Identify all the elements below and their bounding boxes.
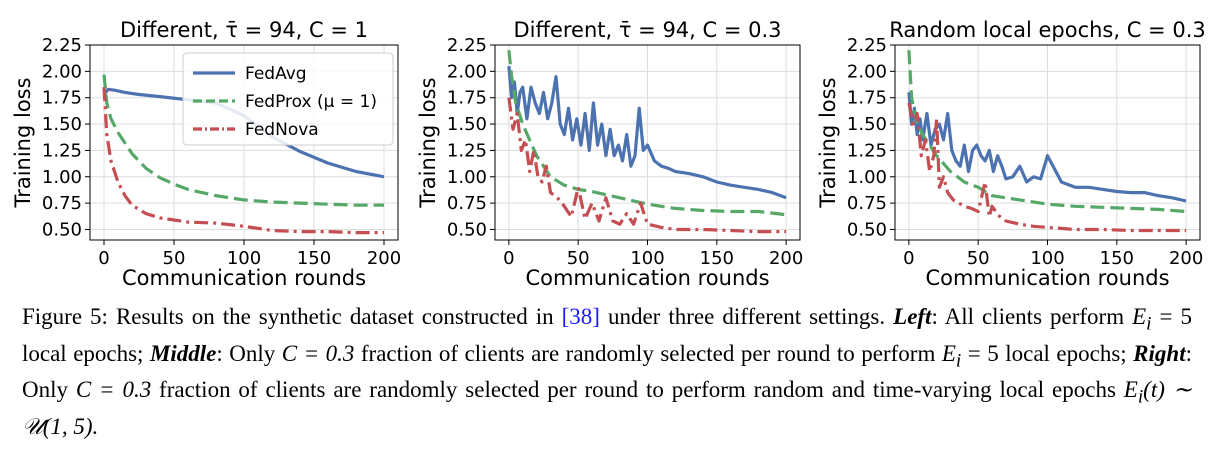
series-line-fedprox xyxy=(102,74,384,207)
x-tick-label: 50 xyxy=(967,248,990,269)
x-tick-label: 150 xyxy=(700,248,734,269)
series-line-fednova xyxy=(907,102,1187,233)
series-line-fednova xyxy=(102,87,384,235)
y-tick-label: 2.25 xyxy=(42,35,82,56)
legend-box xyxy=(182,52,394,146)
caption-left-end: local epochs; xyxy=(22,340,150,366)
x-tick-label: 200 xyxy=(1169,248,1203,269)
chart-panel-1: 0 50 100 150 200 0.50 0.75 1.00 1.25 1.50 1.75 2.00… xyxy=(11,18,401,290)
x-axis-label: Communication rounds xyxy=(122,266,366,290)
x-tick-label: 200 xyxy=(769,248,803,269)
series-line-fedavg xyxy=(507,65,787,200)
caption-middle-sub2: i xyxy=(955,350,962,372)
caption-right-math: C = 0.3 xyxy=(75,377,152,403)
caption-right-math3: (t) ∼ 𝒰(1, 5). xyxy=(22,377,1192,439)
chart-title: Random local epochs, C = 0.3 xyxy=(889,18,1205,42)
x-axis-label: Communication rounds xyxy=(525,266,769,290)
y-tick-label: 1.25 xyxy=(447,140,487,161)
caption-middle-end2: local epochs; xyxy=(998,340,1134,366)
y-tick-label: 0.75 xyxy=(847,193,887,214)
y-tick-label: 1.75 xyxy=(42,88,82,109)
y-tick-label: 1.50 xyxy=(447,114,487,135)
caption-left-label: Left xyxy=(893,304,932,329)
caption-middle-eq2: = 5 xyxy=(961,340,999,366)
x-tick-label: 200 xyxy=(367,248,401,269)
y-tick-label: 0.50 xyxy=(42,219,82,240)
caption-lead: Figure 5: Results on the synthetic datas… xyxy=(22,304,562,329)
y-tick-label: 0.50 xyxy=(847,219,887,240)
caption-left-text: : All clients perform xyxy=(931,304,1133,329)
y-tick-label: 0.75 xyxy=(447,193,487,214)
caption-right-sub2: i xyxy=(1137,386,1144,408)
legend-label: FedAvg xyxy=(245,64,307,84)
y-tick-label: 0.50 xyxy=(447,219,487,240)
series-line-fedprox xyxy=(907,50,1187,214)
chart-panel-3: 0 50 100 150 200 0.50 0.75 1.00 1.25 1.50 1.75 2.00… xyxy=(816,18,1206,290)
x-tick-label: 100 xyxy=(1030,248,1064,269)
legend-label: FedProx (μ = 1) xyxy=(245,92,377,112)
y-tick-label: 1.00 xyxy=(447,167,487,188)
caption-left-sub: i xyxy=(1146,313,1152,335)
figure-caption: Figure 5: Results on the synthetic datas… xyxy=(22,302,1192,441)
caption-after-ref: under three different settings. xyxy=(599,304,894,329)
y-tick-label: 1.25 xyxy=(42,140,82,161)
x-tick-label: 0 xyxy=(98,248,109,269)
x-tick-label: 100 xyxy=(227,248,261,269)
figure-charts: 0 50 100 150 200 0.50 0.75 1.00 1.25 1.50 1.75 2.00… xyxy=(11,18,1206,290)
x-axis-label: Communication rounds xyxy=(925,266,1169,290)
y-tick-label: 1.75 xyxy=(447,88,487,109)
y-axis-label: Training loss xyxy=(816,77,840,208)
x-tick-label: 150 xyxy=(1100,248,1134,269)
caption-right-end: fraction of clients are randomly selecte… xyxy=(151,377,1124,403)
chart-title: Different, τ̄ = 94, C = 1 xyxy=(120,18,368,42)
x-tick-label: 0 xyxy=(903,248,914,269)
legend-label: FedNova xyxy=(245,120,319,140)
series-line-fednova xyxy=(507,97,787,234)
x-tick-label: 50 xyxy=(567,248,590,269)
y-tick-label: 1.00 xyxy=(42,167,82,188)
chart-title: Different, τ̄ = 94, C = 0.3 xyxy=(513,18,781,42)
y-axis-label: Training loss xyxy=(416,77,440,208)
y-tick-label: 2.00 xyxy=(447,61,487,82)
y-tick-label: 2.25 xyxy=(447,35,487,56)
y-tick-label: 1.50 xyxy=(847,114,887,135)
caption-right-text: : Only xyxy=(22,340,1192,403)
x-tick-label: 0 xyxy=(503,248,514,269)
x-tick-label: 50 xyxy=(163,248,186,269)
series-line-fedprox xyxy=(507,50,787,217)
caption-middle-math: C = 0.3 xyxy=(281,340,355,366)
caption-left-eq: = 5 xyxy=(1151,304,1193,329)
caption-right-label: Right xyxy=(1133,340,1186,366)
chart-panel-2: 0 50 100 150 200 0.50 0.75 1.00 1.25 1.50 1.75 2.00… xyxy=(416,18,803,290)
x-tick-label: 150 xyxy=(297,248,331,269)
y-tick-label: 0.75 xyxy=(42,193,82,214)
caption-left-math: E xyxy=(1132,304,1147,329)
caption-right-math2: E xyxy=(1123,377,1138,403)
y-tick-label: 1.00 xyxy=(847,167,887,188)
caption-citation-link[interactable]: [38] xyxy=(561,304,600,329)
x-tick-label: 100 xyxy=(630,248,664,269)
y-tick-label: 1.75 xyxy=(847,88,887,109)
series-line-fedavg xyxy=(907,92,1187,203)
y-tick-label: 1.50 xyxy=(42,114,82,135)
y-axis-label: Training loss xyxy=(11,77,35,208)
y-tick-label: 2.00 xyxy=(847,61,887,82)
y-tick-label: 2.00 xyxy=(42,61,82,82)
caption-middle-text: : Only xyxy=(216,340,282,366)
caption-middle-math2: E xyxy=(941,340,956,366)
y-tick-label: 2.25 xyxy=(847,35,887,56)
caption-middle-label: Middle xyxy=(149,340,217,366)
y-tick-label: 1.25 xyxy=(847,140,887,161)
caption-middle-end: fraction of clients are randomly selecte… xyxy=(354,340,942,366)
